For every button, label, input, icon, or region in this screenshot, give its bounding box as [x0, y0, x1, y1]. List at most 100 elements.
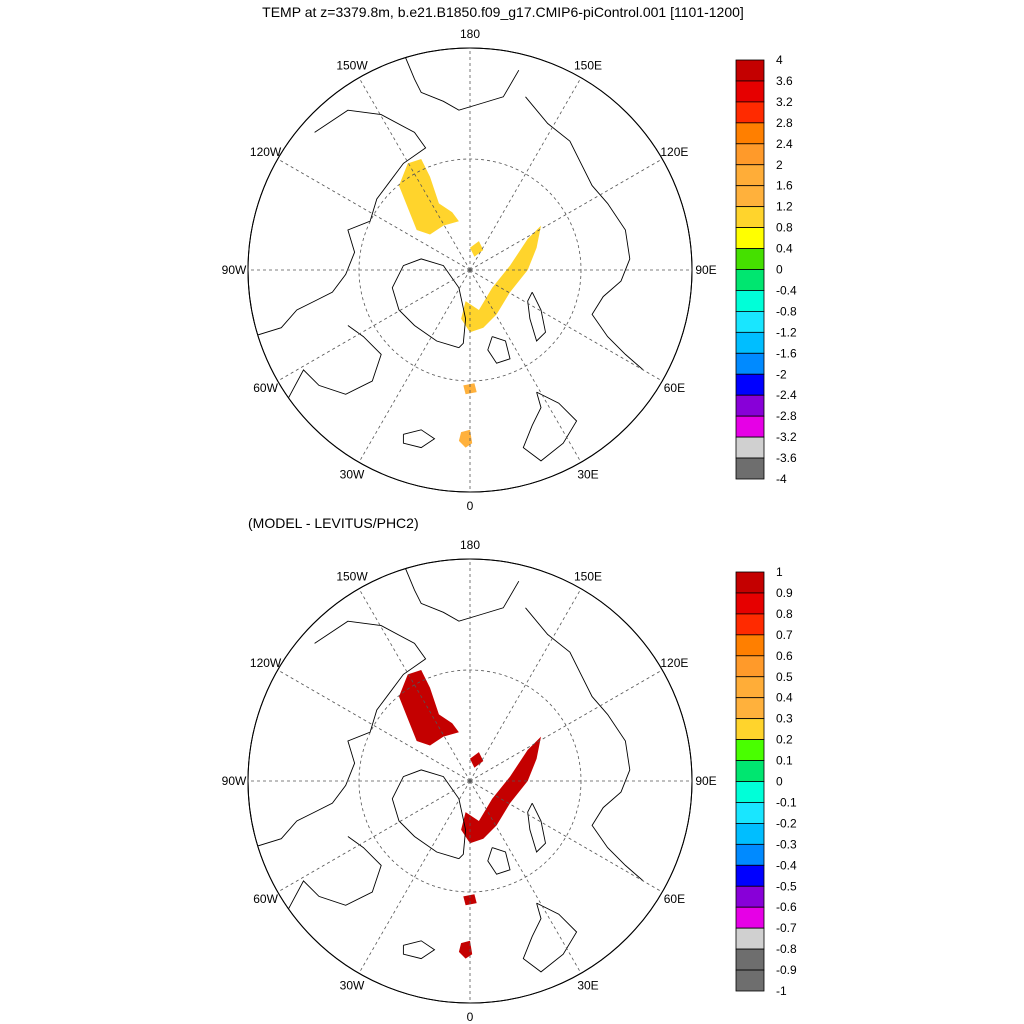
field-region-4 — [458, 940, 473, 959]
map-frame — [247, 47, 693, 493]
colorbar-swatch — [735, 571, 765, 594]
colorbar-tick-label: 0.1 — [776, 754, 793, 768]
colorbar-swatch — [735, 227, 765, 249]
longitude-label: 120E — [660, 145, 688, 159]
colorbar-tick-label: 0.8 — [776, 221, 793, 235]
difference-title: (MODEL - LEVITUS/PHC2) — [248, 515, 419, 531]
coastline — [487, 336, 511, 364]
meridian-line — [469, 780, 663, 893]
colorbar-1: 4 3.6 3.2 2.8 2.4 2 1.6 1.2 0.8 0.4 0 -0.4 -0.8 -1.2 -… — [735, 53, 797, 486]
colorbar-swatch — [735, 415, 765, 438]
longitude-label: 150W — [336, 570, 368, 584]
colorbar-swatch — [735, 59, 765, 82]
colorbar-swatch — [735, 697, 765, 720]
colorbar-swatch — [735, 613, 765, 636]
map-panel-1: 180 150E 120E 90E 60E 30E 0 30W 60W 90W 120W 150W — [222, 27, 717, 513]
coastline — [525, 607, 644, 882]
colorbar-tick-label: 0 — [776, 775, 783, 789]
figure-title: TEMP at z=3379.8m, b.e21.B1850.f09_g17.C… — [262, 4, 744, 20]
longitude-label: 30W — [340, 978, 365, 992]
field-region-2 — [470, 241, 484, 257]
longitude-label: 180 — [460, 538, 480, 552]
colorbar-2: 1 0.9 0.8 0.7 0.6 0.5 0.4 0.3 0.2 0.1 0 -0.1 -0.2 -0.… — [735, 565, 797, 998]
colorbar-tick-label: -0.6 — [776, 900, 797, 914]
colorbar-tick-label: 3.2 — [776, 95, 793, 109]
coastline — [527, 291, 546, 342]
colorbar-tick-label: -0.5 — [776, 879, 797, 893]
colorbar-tick-label: -1.2 — [776, 325, 797, 339]
field-region-3 — [463, 894, 477, 906]
colorbar-tick-label: -3.2 — [776, 430, 797, 444]
colorbar-tick-label: -2 — [776, 367, 787, 381]
colorbar-swatch — [735, 164, 765, 187]
colorbar-tick-label: 1 — [776, 565, 783, 579]
colorbar-swatch — [735, 676, 765, 699]
coastline — [522, 902, 578, 973]
colorbar-tick-label: -0.4 — [776, 858, 797, 872]
map-panel-2: 180 150E 120E 90E 60E 30E 0 30W 60W 90W 120W 150W — [222, 538, 717, 1024]
longitude-label: 0 — [467, 1010, 474, 1024]
longitude-label: 60E — [664, 892, 685, 906]
colorbar-swatch — [735, 906, 765, 929]
colorbar-swatch — [735, 760, 765, 782]
field-region-2 — [461, 736, 541, 844]
colorbar-swatch — [735, 269, 765, 291]
colorbar-tick-label: 0.3 — [776, 712, 793, 726]
meridian-line — [469, 77, 582, 271]
colorbar-tick-label: 2 — [776, 158, 783, 172]
colorbar-tick-label: -2.8 — [776, 409, 797, 423]
colorbar-tick-label: -4 — [776, 472, 787, 486]
meridian-line — [358, 780, 471, 974]
meridian-line — [358, 269, 471, 463]
meridian-line — [277, 158, 471, 271]
map-content — [248, 48, 692, 492]
coastline — [391, 258, 467, 349]
colorbar-tick-label: 0.6 — [776, 649, 793, 663]
colorbar-tick-label: 4 — [776, 53, 783, 67]
colorbar-swatch — [735, 969, 765, 992]
meridian-line — [358, 77, 471, 271]
colorbar-tick-label: 0.8 — [776, 607, 793, 621]
field-region-4 — [458, 429, 473, 448]
colorbar-tick-label: 0 — [776, 263, 783, 277]
colorbar-swatch — [735, 885, 765, 908]
field-region-2 — [461, 225, 541, 333]
field-region-2 — [470, 752, 484, 768]
coastline — [487, 847, 511, 875]
colorbar-tick-label: -0.8 — [776, 942, 797, 956]
longitude-label: 120W — [250, 656, 282, 670]
colorbar-swatch — [735, 457, 765, 480]
colorbar-swatch — [735, 290, 765, 312]
colorbar-swatch — [735, 373, 765, 396]
colorbar-swatch — [735, 143, 765, 166]
colorbar-swatch — [735, 394, 765, 417]
colorbar-swatch — [735, 310, 765, 333]
colorbar-tick-label: -0.2 — [776, 816, 797, 830]
longitude-label: 150E — [574, 59, 602, 73]
colorbar-swatch — [735, 248, 765, 270]
colorbar-swatch — [735, 948, 765, 971]
colorbar-swatch — [735, 655, 765, 678]
colorbar-swatch — [735, 185, 765, 208]
colorbar-swatch — [735, 331, 765, 354]
meridian-line — [469, 269, 582, 463]
meridian-line — [277, 669, 471, 782]
colorbar-swatch — [735, 436, 765, 459]
longitude-label: 30E — [577, 467, 598, 481]
colorbar-swatch — [735, 122, 765, 145]
colorbar-tick-label: 1.2 — [776, 200, 793, 214]
longitude-label: 0 — [467, 499, 474, 513]
longitude-label: 120E — [660, 656, 688, 670]
coastline — [274, 836, 382, 937]
colorbar-swatch — [735, 781, 765, 803]
colorbar-swatch — [735, 927, 765, 950]
meridian-line — [469, 158, 663, 271]
longitude-label: 90E — [695, 774, 716, 788]
map-frame — [247, 558, 693, 1004]
field-region-3 — [463, 383, 477, 395]
meridian-line — [469, 780, 582, 974]
longitude-label: 60E — [664, 381, 685, 395]
coastline — [402, 563, 520, 622]
colorbar-swatch — [735, 739, 765, 761]
